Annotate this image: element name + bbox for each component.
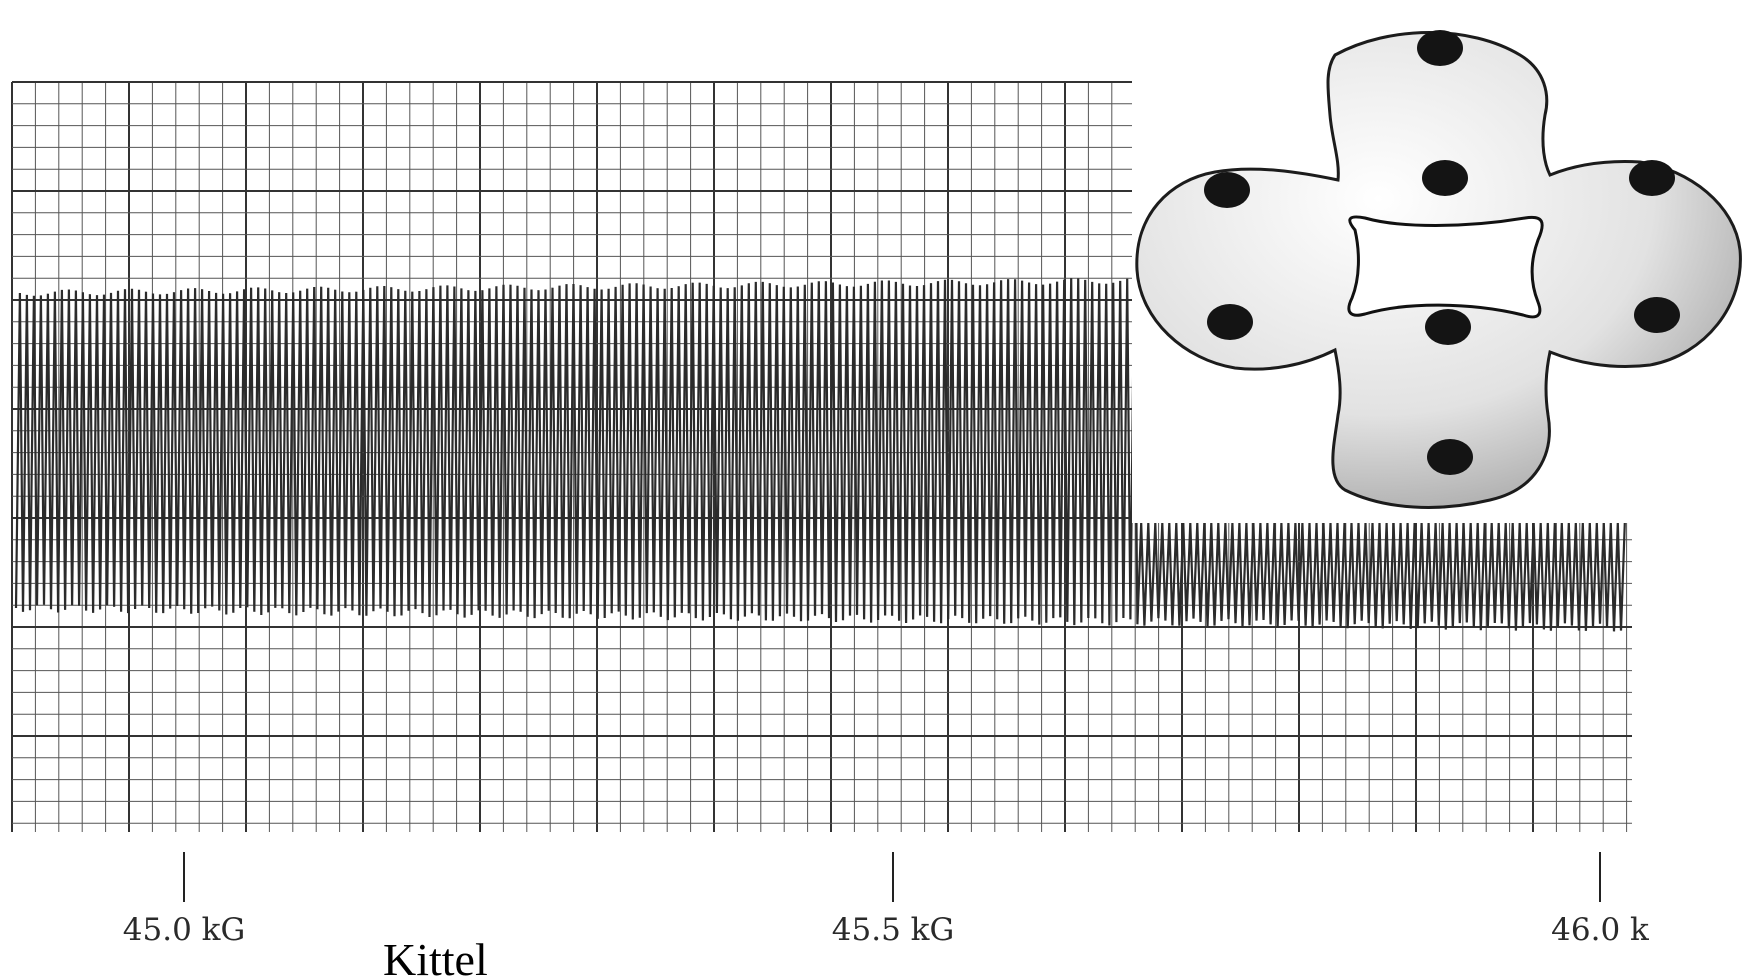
caption-kittel: Kittel [383,934,488,980]
x-tick-label: 45.5 kG [832,912,954,948]
orbit-dot [1634,297,1680,333]
x-tick-label: 46.0 k [1551,912,1649,948]
x-axis-ticks: 45.0 kG 45.5 kG 46.0 k [123,852,1649,948]
orbit-dot [1425,309,1471,345]
x-tick-label: 45.0 kG [123,912,245,948]
orbit-dot [1207,304,1253,340]
trace-path [14,277,1626,632]
orbit-dot [1629,160,1675,196]
fermi-surface-hole [1347,215,1544,319]
orbit-dot [1427,439,1473,475]
orbit-dot [1422,160,1468,196]
fermi-surface-inset [1132,0,1744,523]
oscillation-trace [14,277,1626,632]
orbit-dot [1204,172,1250,208]
orbit-dot [1417,30,1463,66]
orbit-dots [1204,30,1680,475]
